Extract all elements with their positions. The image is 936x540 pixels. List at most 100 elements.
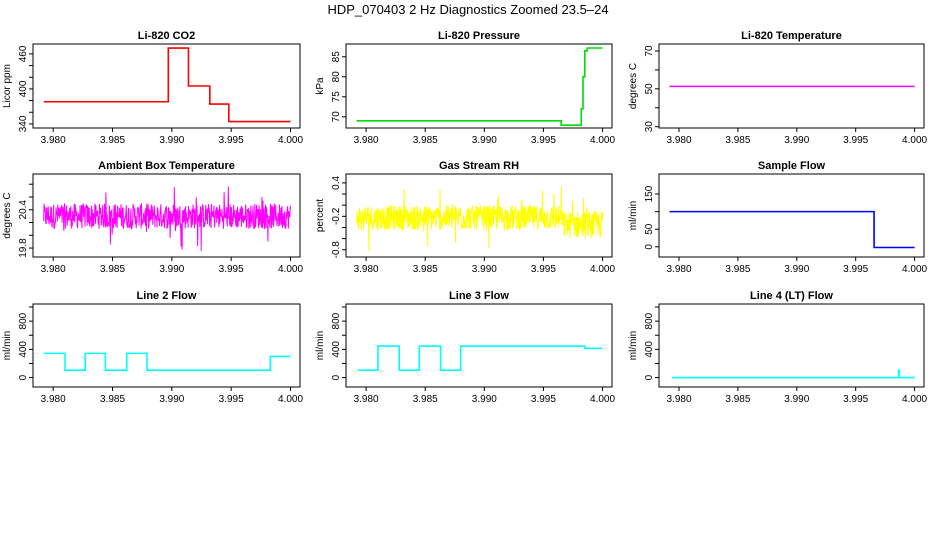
x-tick-label: 3.985 bbox=[725, 264, 750, 275]
x-tick-label: 3.980 bbox=[354, 135, 379, 146]
y-axis-label: ml/min bbox=[628, 331, 639, 360]
y-tick-label: 800 bbox=[331, 312, 342, 329]
y-axis-label: Licor ppm bbox=[2, 64, 13, 108]
x-tick-label: 3.995 bbox=[531, 394, 556, 405]
series-line bbox=[357, 345, 603, 372]
x-tick-label: 3.990 bbox=[159, 264, 184, 275]
y-axis-label: kPa bbox=[315, 77, 326, 95]
x-tick-label: 3.980 bbox=[667, 264, 692, 275]
x-tick-label: 4.000 bbox=[902, 135, 927, 146]
panel-title: Sample Flow bbox=[758, 160, 826, 172]
panel-title: Ambient Box Temperature bbox=[98, 160, 235, 172]
y-tick-label: 19.8 bbox=[18, 238, 29, 258]
plot-frame bbox=[658, 173, 925, 258]
panel-title: Line 2 Flow bbox=[137, 290, 197, 302]
x-tick-label: 3.985 bbox=[100, 394, 125, 405]
y-tick-label: 800 bbox=[18, 312, 29, 329]
y-tick-label: 400 bbox=[18, 80, 29, 97]
y-axis-label: degrees C bbox=[628, 63, 639, 109]
x-tick-label: 3.985 bbox=[100, 264, 125, 275]
x-tick-label: 3.990 bbox=[784, 135, 809, 146]
x-tick-label: 3.980 bbox=[667, 135, 692, 146]
y-tick-label: 340 bbox=[18, 115, 29, 132]
x-tick-label: 3.980 bbox=[41, 264, 66, 275]
y-tick-label: 0.4 bbox=[331, 176, 342, 190]
plot-frame bbox=[658, 303, 925, 388]
x-tick-label: 3.980 bbox=[354, 394, 379, 405]
y-tick-label: 20.4 bbox=[18, 200, 29, 220]
x-tick-label: 3.995 bbox=[219, 135, 244, 146]
figure-title: HDP_070403 2 Hz Diagnostics Zoomed 23.5–… bbox=[327, 2, 608, 17]
y-tick-label: 50 bbox=[644, 83, 655, 95]
series-line bbox=[356, 47, 603, 126]
panel-title: Line 4 (LT) Flow bbox=[750, 290, 833, 302]
x-tick-label: 3.990 bbox=[784, 264, 809, 275]
x-tick-label: 3.985 bbox=[725, 135, 750, 146]
x-tick-label: 3.990 bbox=[784, 394, 809, 405]
x-tick-label: 3.995 bbox=[531, 135, 556, 146]
x-tick-label: 3.985 bbox=[413, 135, 438, 146]
y-tick-label: 0 bbox=[644, 374, 655, 380]
plot-frame bbox=[345, 303, 613, 388]
x-tick-label: 4.000 bbox=[902, 394, 927, 405]
y-axis-label: ml/min bbox=[628, 201, 639, 230]
panel-title: Li-820 Temperature bbox=[741, 30, 842, 42]
series-line bbox=[43, 186, 292, 252]
y-axis-label: percent bbox=[315, 199, 326, 233]
panel-5: Sample Flow ml/min 3.980 3.985 3.990 3.995 4.0… bbox=[628, 160, 928, 275]
x-tick-label: 4.000 bbox=[902, 264, 927, 275]
y-tick-label: 70 bbox=[644, 45, 655, 57]
x-tick-label: 3.995 bbox=[219, 394, 244, 405]
series-line bbox=[43, 352, 291, 372]
x-tick-label: 4.000 bbox=[590, 135, 615, 146]
y-axis-label: ml/min bbox=[315, 331, 326, 360]
x-tick-label: 4.000 bbox=[278, 264, 303, 275]
y-tick-label: 0 bbox=[18, 374, 29, 380]
panel-3: Ambient Box Temperature degrees C 3.980 3.9… bbox=[2, 160, 303, 275]
x-tick-label: 3.995 bbox=[843, 135, 868, 146]
x-tick-label: 3.995 bbox=[219, 264, 244, 275]
x-tick-label: 3.980 bbox=[41, 394, 66, 405]
plot-frame bbox=[32, 303, 301, 388]
y-tick-label: 800 bbox=[644, 312, 655, 329]
x-tick-label: 3.980 bbox=[354, 264, 379, 275]
panel-title: Line 3 Flow bbox=[449, 290, 509, 302]
x-tick-label: 3.990 bbox=[159, 135, 184, 146]
y-tick-label: 0 bbox=[331, 374, 342, 380]
x-tick-label: 3.985 bbox=[413, 394, 438, 405]
y-tick-label: 0 bbox=[644, 244, 655, 250]
panel-6: Line 2 Flow ml/min 3.980 3.985 3.990 3.995 4.0… bbox=[2, 290, 303, 405]
y-axis-label: degrees C bbox=[2, 192, 13, 238]
x-tick-label: 3.980 bbox=[667, 394, 692, 405]
x-tick-label: 3.990 bbox=[472, 135, 497, 146]
x-tick-label: 3.985 bbox=[100, 135, 125, 146]
y-axis-label: ml/min bbox=[2, 331, 13, 360]
plot-frame bbox=[32, 173, 301, 258]
x-tick-label: 3.980 bbox=[41, 135, 66, 146]
y-tick-label: 50 bbox=[644, 223, 655, 235]
y-tick-label: 400 bbox=[18, 341, 29, 358]
panel-2: Li-820 Temperature degrees C 3.980 3.985 3.9… bbox=[628, 30, 928, 146]
plot-frame bbox=[345, 173, 613, 258]
panel-1: Li-820 Pressure kPa 3.980 3.985 3.990 3.995 4.… bbox=[315, 30, 615, 146]
x-tick-label: 4.000 bbox=[278, 135, 303, 146]
x-tick-label: 3.995 bbox=[843, 264, 868, 275]
panel-0: Li-820 CO2 Licor ppm 3.980 3.985 3.990 3.995 4… bbox=[2, 30, 303, 146]
x-tick-label: 3.995 bbox=[843, 394, 868, 405]
y-tick-label: 75 bbox=[331, 91, 342, 103]
panel-8: Line 4 (LT) Flow ml/min 3.980 3.985 3.990 3.9… bbox=[628, 290, 928, 405]
series-line bbox=[356, 186, 604, 252]
series-line bbox=[669, 210, 915, 249]
x-tick-label: 3.990 bbox=[159, 394, 184, 405]
x-tick-label: 3.990 bbox=[472, 394, 497, 405]
panel-title: Li-820 Pressure bbox=[438, 30, 520, 42]
x-tick-label: 3.985 bbox=[413, 264, 438, 275]
panel-title: Gas Stream RH bbox=[439, 160, 519, 172]
y-tick-label: 150 bbox=[644, 185, 655, 202]
series-line bbox=[671, 369, 915, 379]
plot-frame bbox=[345, 43, 613, 129]
y-tick-label: 85 bbox=[331, 51, 342, 63]
y-tick-label: 80 bbox=[331, 71, 342, 83]
x-tick-label: 4.000 bbox=[278, 394, 303, 405]
